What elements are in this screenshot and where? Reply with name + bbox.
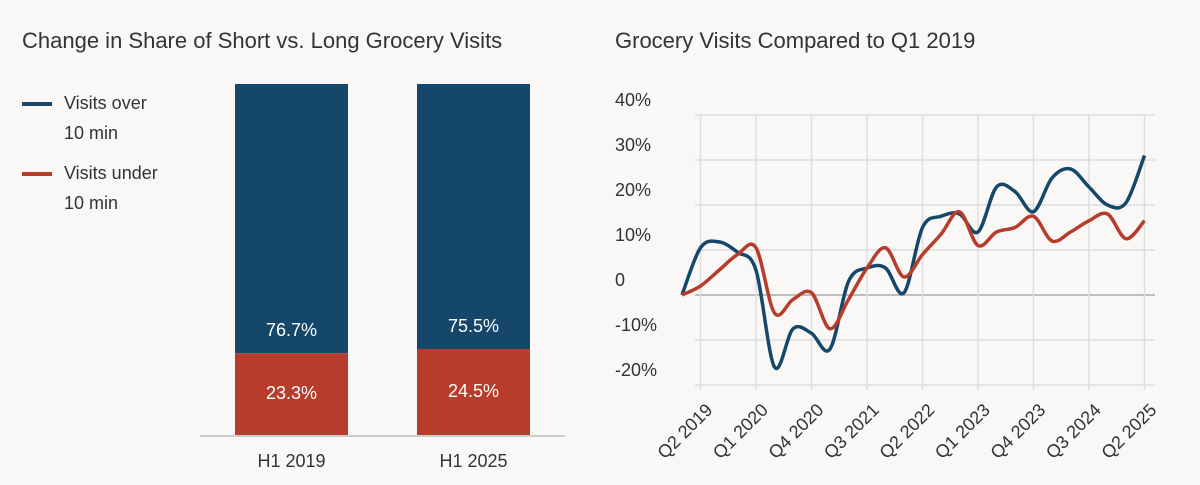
- y-tick-label: -20%: [615, 360, 657, 380]
- bar-segment: [235, 353, 348, 435]
- chart-title: Grocery Visits Compared to Q1 2019: [615, 28, 975, 53]
- x-tick-label: Q1 2023: [931, 400, 994, 463]
- x-tick-label: Q1 2020: [709, 400, 772, 463]
- value-label: 24.5%: [448, 381, 499, 401]
- x-tick-label: Q3 2021: [820, 400, 883, 463]
- bar-segment: [417, 84, 530, 350]
- line-series: [680, 154, 1147, 371]
- value-label: 76.7%: [266, 320, 317, 340]
- legend-label: Visits under 10 min: [64, 163, 158, 213]
- x-tick-label: Q4 2023: [986, 400, 1049, 463]
- value-label: 75.5%: [448, 316, 499, 336]
- y-tick-label: 30%: [615, 135, 651, 155]
- x-tick-label: H1 2025: [439, 451, 507, 471]
- value-label: 23.3%: [266, 383, 317, 403]
- legend-item: Visits under 10 min: [22, 158, 172, 218]
- bar-segment: [235, 84, 348, 354]
- bar-segment: [417, 349, 530, 435]
- x-tick-label: Q4 2020: [764, 400, 827, 463]
- legend-label: Visits over 10 min: [64, 93, 147, 143]
- x-tick-label: Q2 2025: [1097, 400, 1160, 463]
- x-tick-label: Q2 2022: [875, 400, 938, 463]
- x-tick-label: Q3 2024: [1042, 400, 1105, 463]
- y-tick-label: 10%: [615, 225, 651, 245]
- legend-swatch: [22, 102, 52, 106]
- y-tick-label: -10%: [615, 315, 657, 335]
- y-tick-label: 20%: [615, 180, 651, 200]
- legend-item: Visits over 10 min: [22, 88, 172, 148]
- line-series: [681, 209, 1146, 331]
- y-tick-label: 0: [615, 270, 625, 290]
- x-tick-label: Q2 2019: [653, 400, 716, 463]
- y-tick-label: 40%: [615, 90, 651, 110]
- x-tick-label: H1 2019: [257, 451, 325, 471]
- chart-title: Change in Share of Short vs. Long Grocer…: [22, 28, 502, 53]
- legend-swatch: [22, 172, 52, 176]
